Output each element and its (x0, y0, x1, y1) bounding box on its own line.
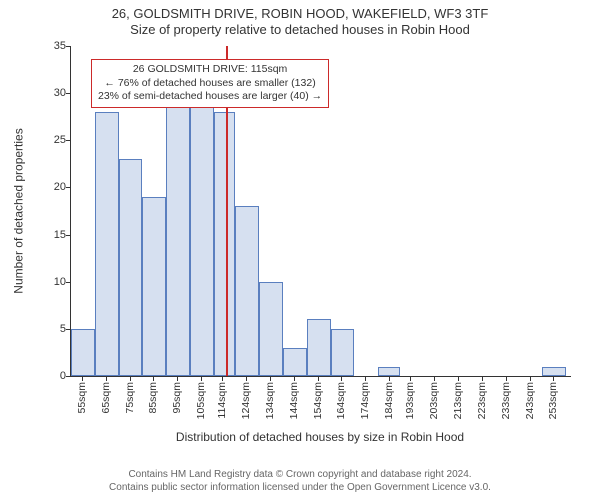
x-tick-label: 243sqm (524, 382, 536, 419)
y-tick-mark (66, 140, 71, 141)
y-axis-label: Number of detached properties (12, 46, 26, 376)
plot-area: 26 GOLDSMITH DRIVE: 115sqm← 76% of detac… (70, 46, 571, 377)
attribution-footer: Contains HM Land Registry data © Crown c… (0, 468, 600, 494)
y-tick-label: 0 (26, 370, 66, 382)
histogram-bar (166, 103, 190, 376)
x-tick-mark (201, 376, 202, 381)
title-line-1: 26, GOLDSMITH DRIVE, ROBIN HOOD, WAKEFIE… (0, 6, 600, 22)
histogram-bar (235, 206, 259, 376)
x-tick-label: 95sqm (171, 382, 183, 414)
annotation-line-1: 26 GOLDSMITH DRIVE: 115sqm (98, 63, 322, 77)
x-tick-label: 85sqm (147, 382, 159, 414)
x-tick-mark (434, 376, 435, 381)
x-tick-mark (153, 376, 154, 381)
x-tick-label: 203sqm (428, 382, 440, 419)
histogram-bar (142, 197, 166, 376)
x-tick-label: 213sqm (452, 382, 464, 419)
y-tick-label: 25 (26, 134, 66, 146)
histogram-bar (190, 103, 214, 376)
y-tick-label: 15 (26, 229, 66, 241)
x-tick-label: 174sqm (359, 382, 371, 419)
x-tick-mark (389, 376, 390, 381)
y-tick-label: 35 (26, 40, 66, 52)
x-axis-ticks: 55sqm 65sqm 75sqm 85sqm 95sqm 105sqm 114sqm 124… (70, 376, 570, 436)
footer-line-2: Contains public sector information licen… (0, 481, 600, 494)
x-tick-mark (506, 376, 507, 381)
annotation-line-2: ← 76% of detached houses are smaller (13… (98, 77, 322, 91)
histogram-bar (542, 367, 566, 376)
x-tick-mark (294, 376, 295, 381)
x-tick-mark (246, 376, 247, 381)
x-tick-mark (410, 376, 411, 381)
x-tick-mark (530, 376, 531, 381)
y-tick-mark (66, 187, 71, 188)
annotation-line-3: 23% of semi-detached houses are larger (… (98, 90, 322, 104)
y-tick-mark (66, 235, 71, 236)
x-tick-label: 124sqm (240, 382, 252, 419)
x-tick-mark (222, 376, 223, 381)
x-tick-mark (106, 376, 107, 381)
histogram-bar (283, 348, 307, 376)
histogram-bar (95, 112, 119, 376)
histogram-bar (71, 329, 95, 376)
x-tick-label: 154sqm (312, 382, 324, 419)
x-tick-label: 65sqm (100, 382, 112, 414)
x-tick-label: 144sqm (288, 382, 300, 419)
y-tick-mark (66, 46, 71, 47)
x-tick-mark (130, 376, 131, 381)
annotation-box: 26 GOLDSMITH DRIVE: 115sqm← 76% of detac… (91, 59, 329, 108)
x-tick-label: 184sqm (383, 382, 395, 419)
x-tick-mark (177, 376, 178, 381)
chart-title: 26, GOLDSMITH DRIVE, ROBIN HOOD, WAKEFIE… (0, 6, 600, 39)
x-tick-label: 223sqm (476, 382, 488, 419)
y-tick-label: 10 (26, 276, 66, 288)
footer-line-1: Contains HM Land Registry data © Crown c… (0, 468, 600, 481)
x-axis-label: Distribution of detached houses by size … (70, 430, 570, 444)
histogram-bar (378, 367, 399, 376)
x-tick-mark (482, 376, 483, 381)
x-tick-mark (553, 376, 554, 381)
histogram-bar (307, 319, 331, 376)
x-tick-label: 164sqm (335, 382, 347, 419)
x-tick-mark (270, 376, 271, 381)
y-tick-label: 5 (26, 323, 66, 335)
histogram-bar (119, 159, 143, 376)
x-tick-mark (318, 376, 319, 381)
figure-container: 26, GOLDSMITH DRIVE, ROBIN HOOD, WAKEFIE… (0, 0, 600, 500)
y-tick-mark (66, 282, 71, 283)
histogram-bar (331, 329, 355, 376)
x-tick-label: 134sqm (264, 382, 276, 419)
x-tick-mark (82, 376, 83, 381)
x-tick-mark (365, 376, 366, 381)
x-tick-label: 233sqm (500, 382, 512, 419)
x-tick-label: 253sqm (547, 382, 559, 419)
y-axis-ticks: 05101520253035 (26, 46, 70, 376)
histogram-bar (214, 112, 235, 376)
y-tick-label: 30 (26, 87, 66, 99)
x-tick-label: 193sqm (404, 382, 416, 419)
title-line-2: Size of property relative to detached ho… (0, 22, 600, 38)
x-tick-label: 105sqm (195, 382, 207, 419)
x-tick-mark (341, 376, 342, 381)
x-tick-mark (458, 376, 459, 381)
x-tick-label: 114sqm (216, 382, 228, 419)
x-tick-label: 75sqm (124, 382, 136, 414)
x-tick-label: 55sqm (76, 382, 88, 414)
histogram-bar (259, 282, 283, 376)
y-tick-label: 20 (26, 181, 66, 193)
y-tick-mark (66, 93, 71, 94)
